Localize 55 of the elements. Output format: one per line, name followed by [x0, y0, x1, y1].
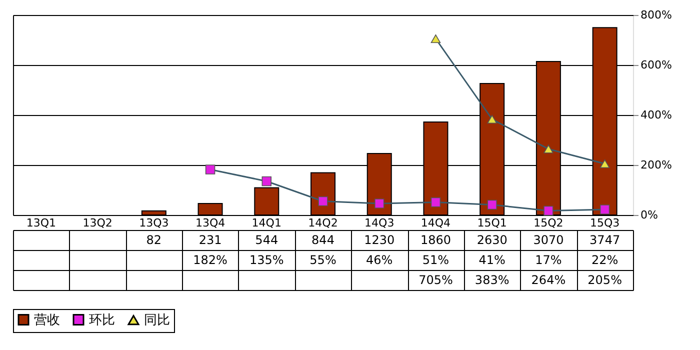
y2-tick-label: 600% [640, 58, 672, 72]
y2-tick-label: 0% [640, 208, 658, 222]
data-label: 46% [366, 253, 393, 267]
data-label: 135% [249, 253, 284, 267]
point [600, 159, 610, 168]
data-label: 1230 [364, 233, 395, 247]
bar [254, 187, 280, 216]
legend-label: 同比 [144, 313, 170, 328]
data-label: 3747 [590, 233, 620, 247]
point [544, 206, 554, 216]
point [487, 200, 497, 210]
data-label: 544 [255, 233, 278, 247]
x-tick-label: 14Q1 [252, 216, 282, 230]
x-tick-label: 14Q4 [420, 216, 451, 230]
data-label: 383% [474, 273, 510, 287]
x-tick-label: 13Q2 [82, 216, 112, 230]
point [205, 164, 216, 174]
x-tick-label: 13Q4 [195, 216, 226, 230]
data-label: 205% [588, 273, 622, 287]
x-tick-label: 14Q2 [308, 216, 338, 230]
x-tick-label: 13Q1 [26, 216, 56, 230]
point [430, 34, 441, 44]
data-label: 182% [193, 253, 228, 267]
data-label: 51% [422, 253, 450, 267]
data-label: 41% [478, 253, 506, 267]
data-label: 844 [312, 233, 334, 247]
data-label: 2630 [476, 233, 508, 247]
x-tick-label: 13Q3 [139, 216, 169, 230]
data-label: 22% [591, 253, 618, 267]
point [430, 197, 441, 208]
x-tick-label: 15Q1 [477, 216, 507, 230]
x-tick-label: 15Q3 [590, 216, 620, 230]
point [318, 196, 328, 206]
bar [141, 210, 166, 216]
point [600, 204, 610, 214]
y2-tick-label: 800% [640, 8, 672, 22]
data-label: 17% [535, 253, 562, 267]
bar [198, 202, 223, 216]
point [374, 198, 384, 208]
data-label: 264% [531, 273, 566, 287]
point [262, 176, 272, 186]
data-label: 705% [418, 273, 453, 287]
y2-tick-label: 400% [640, 108, 672, 122]
legend-label: 营收 [34, 312, 60, 328]
x-tick-label: 15Q2 [534, 216, 564, 230]
legend-label: 环比 [89, 312, 115, 328]
point [544, 144, 554, 154]
data-label: 82 [146, 233, 162, 247]
x-tick-label: 14Q3 [364, 216, 394, 230]
point [487, 114, 497, 124]
data-label: 3070 [533, 233, 564, 247]
y2-tick-label: 200% [640, 158, 672, 172]
data-label: 1860 [420, 233, 451, 247]
data-label: 231 [198, 233, 222, 247]
data-label: 55% [310, 253, 336, 267]
